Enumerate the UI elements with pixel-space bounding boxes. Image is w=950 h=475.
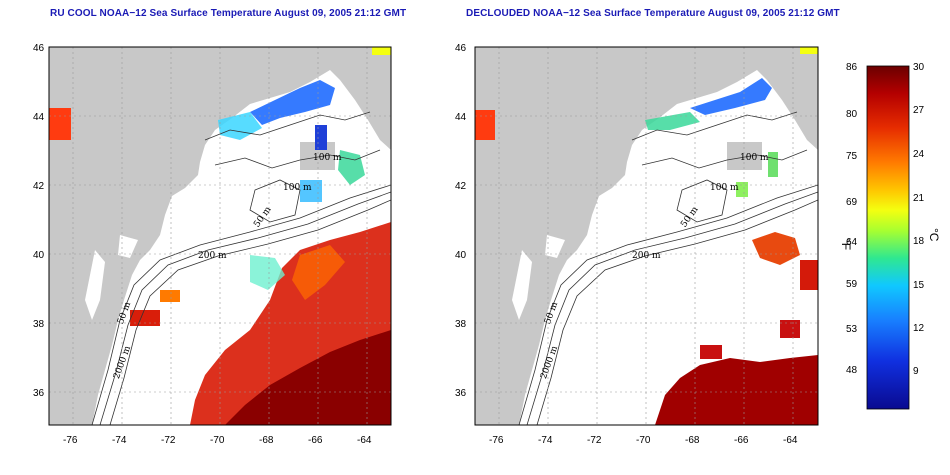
lat-tick-label: 46 bbox=[455, 43, 467, 54]
lat-tick-label: 42 bbox=[455, 181, 467, 192]
map-frame bbox=[474, 46, 819, 426]
sst-warm-patch bbox=[372, 47, 391, 55]
map-frame bbox=[48, 46, 392, 426]
grid-lines bbox=[475, 47, 818, 425]
contour-label: 100 m bbox=[313, 153, 342, 163]
lat-tick-label: 42 bbox=[33, 181, 45, 192]
lon-tick-label: -76 bbox=[63, 435, 78, 446]
celsius-tick-label: 21 bbox=[913, 193, 925, 204]
contour-label: 200 m bbox=[198, 251, 227, 261]
sst-cool-region bbox=[218, 112, 262, 140]
celsius-unit-label: °C bbox=[927, 228, 941, 242]
lat-tick-label: 46 bbox=[33, 43, 45, 54]
land-mass bbox=[475, 47, 818, 425]
colorbar-celsius-ticks: 30 27 24 21 18 15 12 9 bbox=[913, 62, 925, 377]
lon-tick-label: -72 bbox=[161, 435, 176, 446]
lon-axis-left: -76 -74 -72 -70 -68 -66 -64 bbox=[63, 435, 372, 446]
land-mass bbox=[49, 47, 391, 425]
fahrenheit-unit-label: °F bbox=[839, 238, 853, 250]
contour-label: 100 m bbox=[283, 183, 312, 193]
celsius-tick-label: 30 bbox=[913, 62, 925, 73]
fahrenheit-tick-label: 75 bbox=[846, 151, 858, 162]
sst-cool-patch bbox=[768, 152, 778, 177]
map-panel-left: 100 m 100 m 50 m 200 m 50 m 2000 m 46 44… bbox=[33, 43, 392, 446]
bay bbox=[545, 235, 565, 258]
lon-tick-label: -70 bbox=[210, 435, 225, 446]
lat-axis-left: 46 44 42 40 38 36 bbox=[33, 43, 45, 399]
lon-tick-label: -68 bbox=[259, 435, 274, 446]
sst-cool-region bbox=[645, 112, 700, 130]
sst-warm-patch bbox=[292, 245, 345, 300]
colorbar-fahrenheit-ticks: 86 80 75 69 64 59 53 48 bbox=[846, 62, 858, 376]
lon-tick-label: -66 bbox=[308, 435, 323, 446]
sst-cold-region bbox=[690, 78, 772, 115]
lon-tick-label: -72 bbox=[587, 435, 602, 446]
fahrenheit-tick-label: 86 bbox=[846, 62, 858, 73]
sst-warm-patch bbox=[700, 345, 722, 359]
sst-warm-patch bbox=[475, 110, 495, 140]
bathymetry-contours bbox=[91, 111, 391, 425]
sst-cold-patch bbox=[315, 125, 327, 150]
sst-hot-region bbox=[225, 330, 391, 425]
lat-axis-right: 46 44 42 40 38 36 bbox=[455, 43, 467, 399]
celsius-tick-label: 9 bbox=[913, 366, 919, 377]
lat-tick-label: 36 bbox=[33, 388, 45, 399]
celsius-tick-label: 18 bbox=[913, 236, 925, 247]
lat-tick-label: 38 bbox=[33, 319, 45, 330]
celsius-tick-label: 12 bbox=[913, 323, 925, 334]
sst-cool-patch bbox=[250, 255, 285, 290]
fahrenheit-tick-label: 59 bbox=[846, 279, 858, 290]
sst-cold-region bbox=[250, 80, 335, 125]
map-panel-right: 100 m 100 m 50 m 200 m 50 m 2000 m 46 44… bbox=[455, 43, 819, 446]
contour-label: 100 m bbox=[710, 183, 739, 193]
bay bbox=[118, 235, 138, 258]
sst-warm-patch bbox=[49, 108, 71, 140]
lon-tick-label: -70 bbox=[636, 435, 651, 446]
lon-tick-label: -64 bbox=[783, 435, 798, 446]
lat-tick-label: 44 bbox=[33, 112, 45, 123]
bay bbox=[85, 250, 105, 320]
lat-tick-label: 36 bbox=[455, 388, 467, 399]
colorbar: 86 80 75 69 64 59 53 48 30 27 24 21 18 1… bbox=[839, 62, 941, 410]
sst-warm-patch bbox=[800, 47, 818, 54]
contour-label: 100 m bbox=[740, 153, 769, 163]
lon-axis-right: -76 -74 -72 -70 -68 -66 -64 bbox=[489, 435, 798, 446]
lon-tick-label: -74 bbox=[538, 435, 553, 446]
lon-tick-label: -76 bbox=[489, 435, 504, 446]
lon-tick-label: -66 bbox=[734, 435, 749, 446]
bathymetry-contours bbox=[518, 111, 818, 425]
map-title-right: DECLOUDED NOAA−12 Sea Surface Temperatur… bbox=[466, 8, 840, 19]
fahrenheit-tick-label: 53 bbox=[846, 324, 858, 335]
lat-tick-label: 40 bbox=[33, 250, 45, 261]
celsius-tick-label: 27 bbox=[913, 105, 925, 116]
lat-tick-label: 44 bbox=[455, 112, 467, 123]
island bbox=[727, 142, 762, 170]
celsius-tick-label: 24 bbox=[913, 149, 925, 160]
fahrenheit-tick-label: 64 bbox=[846, 237, 858, 248]
bay bbox=[512, 250, 532, 320]
sst-warm-patch bbox=[130, 310, 160, 326]
sst-hot-region bbox=[655, 355, 818, 425]
sst-warm-patch bbox=[160, 290, 180, 302]
sst-warm-patch bbox=[800, 260, 818, 290]
colorbar-gradient bbox=[866, 65, 910, 410]
sst-warm-patch bbox=[752, 232, 800, 265]
lat-tick-label: 40 bbox=[455, 250, 467, 261]
fahrenheit-tick-label: 48 bbox=[846, 365, 858, 376]
lon-tick-label: -74 bbox=[112, 435, 127, 446]
lon-tick-label: -64 bbox=[357, 435, 372, 446]
sst-warm-patch bbox=[780, 320, 800, 338]
lon-tick-label: -68 bbox=[685, 435, 700, 446]
lat-tick-label: 38 bbox=[455, 319, 467, 330]
grid-lines bbox=[49, 47, 391, 425]
sst-cool-patch bbox=[300, 180, 322, 202]
sst-cool-patch bbox=[736, 182, 748, 197]
contour-label: 200 m bbox=[632, 251, 661, 261]
map-title-left: RU COOL NOAA−12 Sea Surface Temperature … bbox=[50, 8, 407, 19]
fahrenheit-tick-label: 69 bbox=[846, 197, 858, 208]
fahrenheit-tick-label: 80 bbox=[846, 109, 858, 120]
celsius-tick-label: 15 bbox=[913, 280, 925, 291]
